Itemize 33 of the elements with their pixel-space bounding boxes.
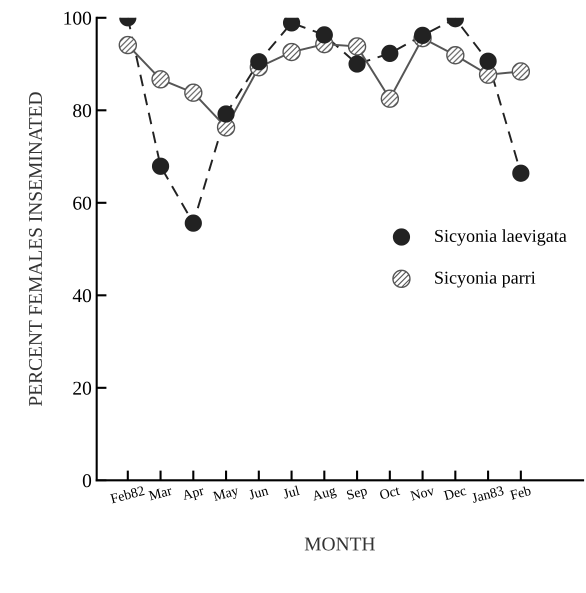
- x-tick-label: Jun: [248, 486, 269, 500]
- point: [184, 214, 202, 232]
- point: [250, 53, 268, 70]
- point: [381, 44, 398, 62]
- point: [217, 105, 235, 123]
- x-tick-label: Mar: [148, 486, 173, 501]
- point: [316, 26, 333, 44]
- x-tick-label: Apr: [182, 486, 206, 503]
- x-tick-label: Sep: [346, 486, 368, 503]
- legend-label: Sicyonia parri: [435, 272, 536, 288]
- point: [414, 26, 432, 44]
- y-tick-label: 40: [72, 289, 92, 302]
- y-tick-label: 20: [73, 382, 92, 395]
- x-tick-label: Feb: [510, 485, 532, 500]
- y-tick-label: 60: [73, 196, 92, 210]
- x-tick-label: Jul: [282, 485, 300, 499]
- y-tick-label: 80: [73, 104, 92, 118]
- legend-label: Sicyonia laevigata: [435, 229, 567, 246]
- x-tick-label: Oct: [379, 486, 400, 500]
- x-tick-label: Feb82: [110, 485, 145, 504]
- x-tick-label: May: [212, 486, 240, 504]
- x-tick-label: Aug: [311, 486, 338, 504]
- x-axis-title: MONTH: [304, 538, 375, 551]
- y-tick-label: 100: [64, 12, 92, 25]
- point: [152, 158, 170, 175]
- x-tick-label: Dec: [443, 486, 467, 500]
- y-axis-title: PERCENT FEMALES INSEMINATED: [28, 92, 42, 406]
- point: [348, 55, 366, 73]
- y-tick-label: 0: [82, 474, 92, 488]
- x-tick-label: Jan83: [471, 486, 504, 503]
- point: [479, 52, 497, 70]
- x-tick-label: Nov: [410, 486, 436, 501]
- point: [512, 164, 530, 182]
